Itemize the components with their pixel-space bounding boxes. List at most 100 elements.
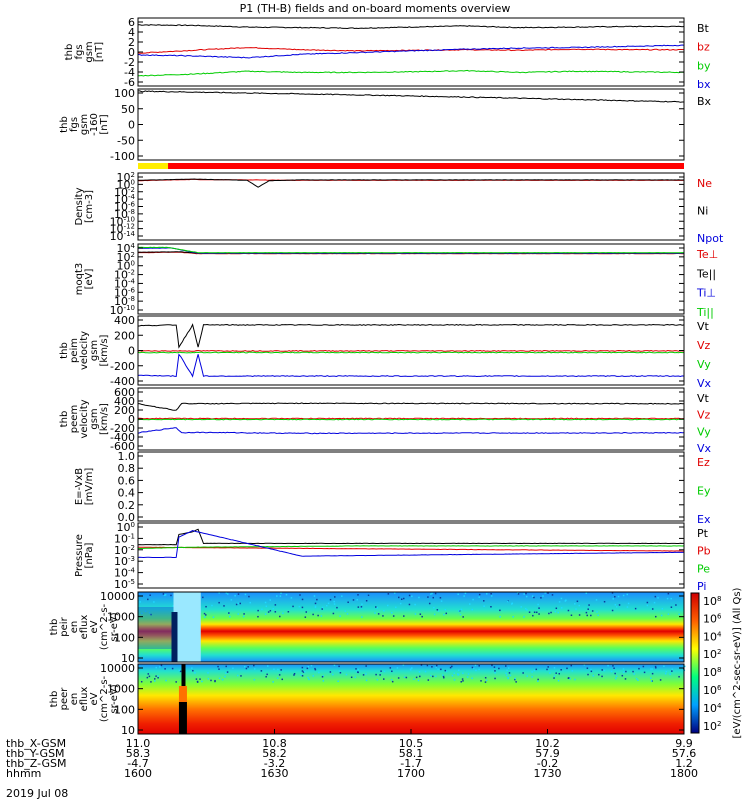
- peir-speckle: [170, 594, 172, 597]
- peer-speckle: [157, 675, 160, 677]
- peer-speckle: [357, 668, 359, 671]
- peir-speckle: [269, 599, 272, 601]
- peer-speckle: [375, 673, 377, 676]
- peir-gap: [173, 592, 201, 662]
- legend-moments-Ti⊥: Ti⊥: [696, 287, 716, 300]
- peer-speckle: [613, 667, 615, 670]
- peer-speckle: [515, 681, 517, 683]
- series-peim-Vy: [137, 351, 685, 354]
- legend-peim-Vy: Vy: [697, 358, 711, 371]
- peer-speckle: [159, 666, 161, 668]
- peir-speckle: [531, 595, 534, 597]
- orbit-value: 1.2: [675, 757, 693, 770]
- peir-speckle: [428, 602, 431, 605]
- peer-speckle: [278, 674, 281, 676]
- peer-speckle: [587, 673, 589, 676]
- peer-speckle: [390, 679, 393, 681]
- peir-speckle: [667, 613, 670, 615]
- peir-speckle: [528, 611, 531, 613]
- peer-speckle: [244, 665, 246, 668]
- peer-speckle: [570, 664, 573, 667]
- peir-speckle: [377, 613, 380, 615]
- peir-speckle: [243, 613, 245, 615]
- orbit-labels: thb_X-GSM 11.0 10.8 10.5 10.2 9.9 thb_Y-GSM 58.…: [6, 729, 698, 780]
- peer-speckle: [603, 669, 606, 672]
- peer-speckle: [214, 680, 216, 683]
- peir-speckle: [235, 603, 238, 606]
- peer-speckle: [389, 667, 392, 669]
- peer-speckle: [514, 677, 516, 680]
- peer-speckle: [462, 680, 464, 682]
- peir-speckle: [560, 597, 563, 600]
- peir-speckle: [617, 595, 620, 598]
- peem-ylabel: peem: [69, 405, 80, 433]
- peir-speckle: [653, 601, 656, 604]
- peer-speckle: [655, 667, 657, 669]
- peer-speckle: [403, 676, 406, 678]
- legend-peim-Vz: Vz: [697, 339, 711, 352]
- peer-speckle: [314, 667, 316, 670]
- pressure-ylabel: Pressure: [74, 534, 85, 577]
- peir-speckle: [591, 610, 594, 612]
- peir-speckle: [458, 610, 460, 612]
- peir-ylabel: eV: [89, 620, 100, 633]
- peir-speckle: [634, 607, 637, 610]
- peer-speckle: [651, 672, 654, 675]
- peer-speckle: [322, 680, 325, 682]
- peir-speckle: [485, 593, 488, 595]
- orbit-row-label: thb_X-GSM: [6, 737, 66, 750]
- peir-speckle: [525, 592, 527, 595]
- ytick-label: -200: [110, 422, 135, 435]
- peer-speckle: [432, 675, 434, 678]
- peir-speckle: [462, 616, 464, 618]
- ytick-label: 10000: [100, 662, 135, 675]
- peer-speckle: [350, 676, 353, 679]
- peir-speckle: [382, 615, 384, 617]
- legend-fgs-bx: bx: [697, 78, 711, 91]
- colorbar-tick-label: 102: [703, 648, 721, 661]
- legend-peem-Vz: Vz: [697, 409, 711, 422]
- peir-speckle: [400, 598, 403, 600]
- peir-speckle: [314, 606, 317, 609]
- peer-speckle: [506, 669, 508, 672]
- peir-speckle: [431, 592, 433, 595]
- series-pressure-Pt: [137, 528, 684, 546]
- colorbar-gradient: [690, 592, 700, 734]
- peir-speckle: [483, 605, 485, 607]
- legend-peim-Vx: Vx: [697, 377, 712, 390]
- peer-speckle: [535, 668, 538, 671]
- ytick-label: -200: [110, 360, 135, 373]
- peir-speckle: [478, 593, 481, 596]
- peer-speckle: [345, 673, 348, 676]
- peer-speckle: [443, 676, 445, 679]
- series-pressure-Pe: [137, 545, 685, 550]
- peir-speckle: [535, 611, 538, 614]
- peer-speckle: [462, 672, 464, 674]
- peir-speckle: [419, 613, 422, 615]
- peir-speckle: [341, 595, 343, 597]
- ytick-label: 400: [114, 395, 135, 408]
- peir-ylabel: thb: [49, 619, 60, 636]
- peir-speckle: [225, 592, 228, 594]
- peer-speckle: [635, 677, 638, 680]
- peer-speckle: [590, 668, 592, 671]
- peer-speckle: [160, 664, 163, 667]
- ytick-label: 400: [114, 314, 135, 327]
- peer-speckle: [451, 665, 453, 668]
- peir-speckle: [440, 600, 443, 602]
- peir-speckle: [141, 612, 143, 615]
- peir-speckle: [516, 592, 519, 594]
- peer-speckle: [671, 670, 673, 672]
- peer-speckle: [478, 668, 480, 671]
- panel-efield: 1.00.80.60.40.20.0 E=-VxB [mV/m] Ez Ey Ex: [74, 450, 711, 526]
- peer-speckle: [272, 681, 274, 683]
- orbit-value: -3.2: [264, 757, 285, 770]
- orbit-value: 1600: [124, 767, 152, 780]
- peer-speckle: [663, 665, 665, 667]
- peer-speckle: [232, 667, 234, 670]
- legend-fgs_ctrl-Bx: Bx: [697, 95, 712, 108]
- peer-speckle: [571, 670, 574, 672]
- peer-speckle: [419, 675, 421, 678]
- peer-speckle: [601, 669, 603, 671]
